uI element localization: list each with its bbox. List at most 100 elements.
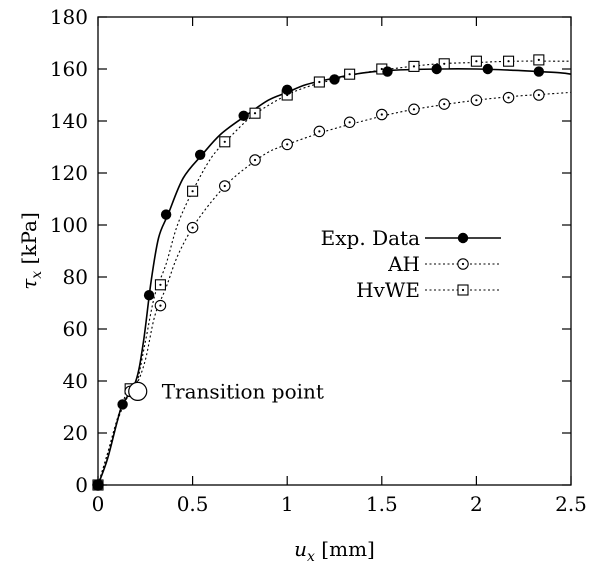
data-point-hvwe <box>249 107 261 119</box>
y-axis-subscript: x <box>29 271 45 279</box>
data-point-hvwe-dot <box>223 140 226 143</box>
legend-label: Exp. Data <box>321 226 420 250</box>
y-tick-label: 120 <box>50 161 88 185</box>
data-point-ah-dot <box>507 96 510 99</box>
data-point-ah-dot <box>318 130 321 133</box>
data-point-ah-dot <box>537 93 540 97</box>
y-axis-unit: [kPa] <box>17 212 41 271</box>
data-point-ah <box>281 138 293 151</box>
legend-marker <box>457 232 469 244</box>
data-point-hvwe-dot <box>537 58 540 62</box>
data-point-hvwe-dot <box>159 283 162 286</box>
data-point-exp-data <box>533 66 545 77</box>
data-point-ah-dot <box>348 121 351 124</box>
y-axis-var: τ <box>17 278 41 290</box>
legend-label: AH <box>387 252 420 276</box>
data-point-hvwe-dot <box>191 190 194 193</box>
axis-tick-labels: 0 0.5 1 1.5 2 2.5 0 20 40 60 80 100 120 140 160 180 <box>50 5 587 516</box>
data-point-hvwe-dot <box>380 67 383 71</box>
plot-frame <box>97 16 572 486</box>
x-tick-label: 0.5 <box>177 492 209 516</box>
data-point-hvwe-dot <box>318 80 321 84</box>
data-point-ah <box>376 108 388 121</box>
data-point-hvwe-dot <box>348 73 351 76</box>
y-tick-label: 20 <box>63 421 88 445</box>
data-point-hvwe-dot <box>475 60 478 63</box>
data-point-exp-data <box>329 74 340 85</box>
data-point-exp-data <box>482 63 493 75</box>
transition-point-label: Transition point <box>162 379 324 403</box>
data-point-ah <box>502 91 515 104</box>
annotation-layer: Transition point <box>128 379 324 403</box>
legend-item-ah: AH <box>387 252 501 276</box>
data-point-ah <box>533 89 545 101</box>
data-point-ah <box>343 116 356 129</box>
legend-marker <box>457 284 469 296</box>
y-tick-label: 160 <box>50 57 88 81</box>
data-point-exp-data <box>238 110 249 122</box>
data-point-exp-data <box>282 84 293 96</box>
data-point-hvwe <box>438 58 450 70</box>
y-tick-label: 100 <box>50 213 88 237</box>
data-point-ah-dot <box>191 226 194 229</box>
data-point-exp-data <box>160 209 172 220</box>
transition-point-marker <box>128 381 148 401</box>
axis-ticks <box>97 16 572 486</box>
x-axis-var: u <box>294 537 307 561</box>
data-point-ah <box>438 98 450 110</box>
data-point-exp-data <box>194 149 206 160</box>
legend-marker <box>457 258 469 270</box>
x-tick-label: 1 <box>281 492 294 516</box>
x-axis-label: ux [mm] <box>294 537 375 565</box>
data-point-hvwe <box>503 55 515 67</box>
data-point-ah <box>186 221 199 234</box>
y-tick-label: 60 <box>63 317 88 341</box>
y-tick-label: 180 <box>50 5 88 29</box>
data-point-ah <box>154 299 167 312</box>
y-tick-label: 140 <box>50 109 88 133</box>
data-point-exp-data <box>117 399 128 410</box>
data-point-ah-dot <box>412 108 416 111</box>
x-tick-label: 1.5 <box>366 492 398 516</box>
data-point-hvwe-dot <box>412 65 416 68</box>
data-point-ah-dot <box>443 103 446 106</box>
y-tick-label: 40 <box>63 369 88 393</box>
data-point-ah-dot <box>475 99 478 102</box>
data-point-hvwe <box>219 136 231 148</box>
series-markers-ah <box>92 89 545 491</box>
legend-label: HvWE <box>356 278 420 302</box>
y-tick-label: 80 <box>63 265 88 289</box>
data-point-hvwe <box>154 279 166 291</box>
y-axis-label: τx [kPa] <box>17 212 45 290</box>
data-point-hvwe <box>533 54 545 66</box>
data-point-hvwe <box>470 55 482 67</box>
data-point-hvwe-dot <box>507 60 510 63</box>
x-axis-subscript: x <box>307 549 315 565</box>
data-point-ah <box>408 103 420 116</box>
data-point-ah <box>313 125 326 138</box>
x-axis-unit: [mm] <box>315 537 375 561</box>
data-point-exp-data <box>382 66 393 77</box>
legend-marker-dot <box>461 262 465 266</box>
data-point-ah-dot <box>380 113 383 116</box>
x-tick-label: 2 <box>470 492 483 516</box>
legend-item-exp-data: Exp. Data <box>321 226 501 250</box>
series-markers-exp-data <box>92 63 545 491</box>
data-point-hvwe-dot <box>253 112 257 115</box>
data-point-hvwe <box>313 76 325 88</box>
x-tick-label: 2.5 <box>555 492 587 516</box>
data-point-ah <box>470 94 483 106</box>
data-point-exp-data <box>143 290 155 301</box>
data-point-ah <box>249 154 261 166</box>
data-point-exp-data <box>431 63 442 75</box>
data-point-ah-dot <box>286 143 289 146</box>
data-point-ah-dot <box>223 184 226 188</box>
legend-marker-dot <box>461 288 465 292</box>
data-point-hvwe <box>187 185 199 197</box>
data-point-hvwe <box>344 68 356 80</box>
x-tick-label: 0 <box>92 492 105 516</box>
series-line-hvwe <box>97 60 572 486</box>
